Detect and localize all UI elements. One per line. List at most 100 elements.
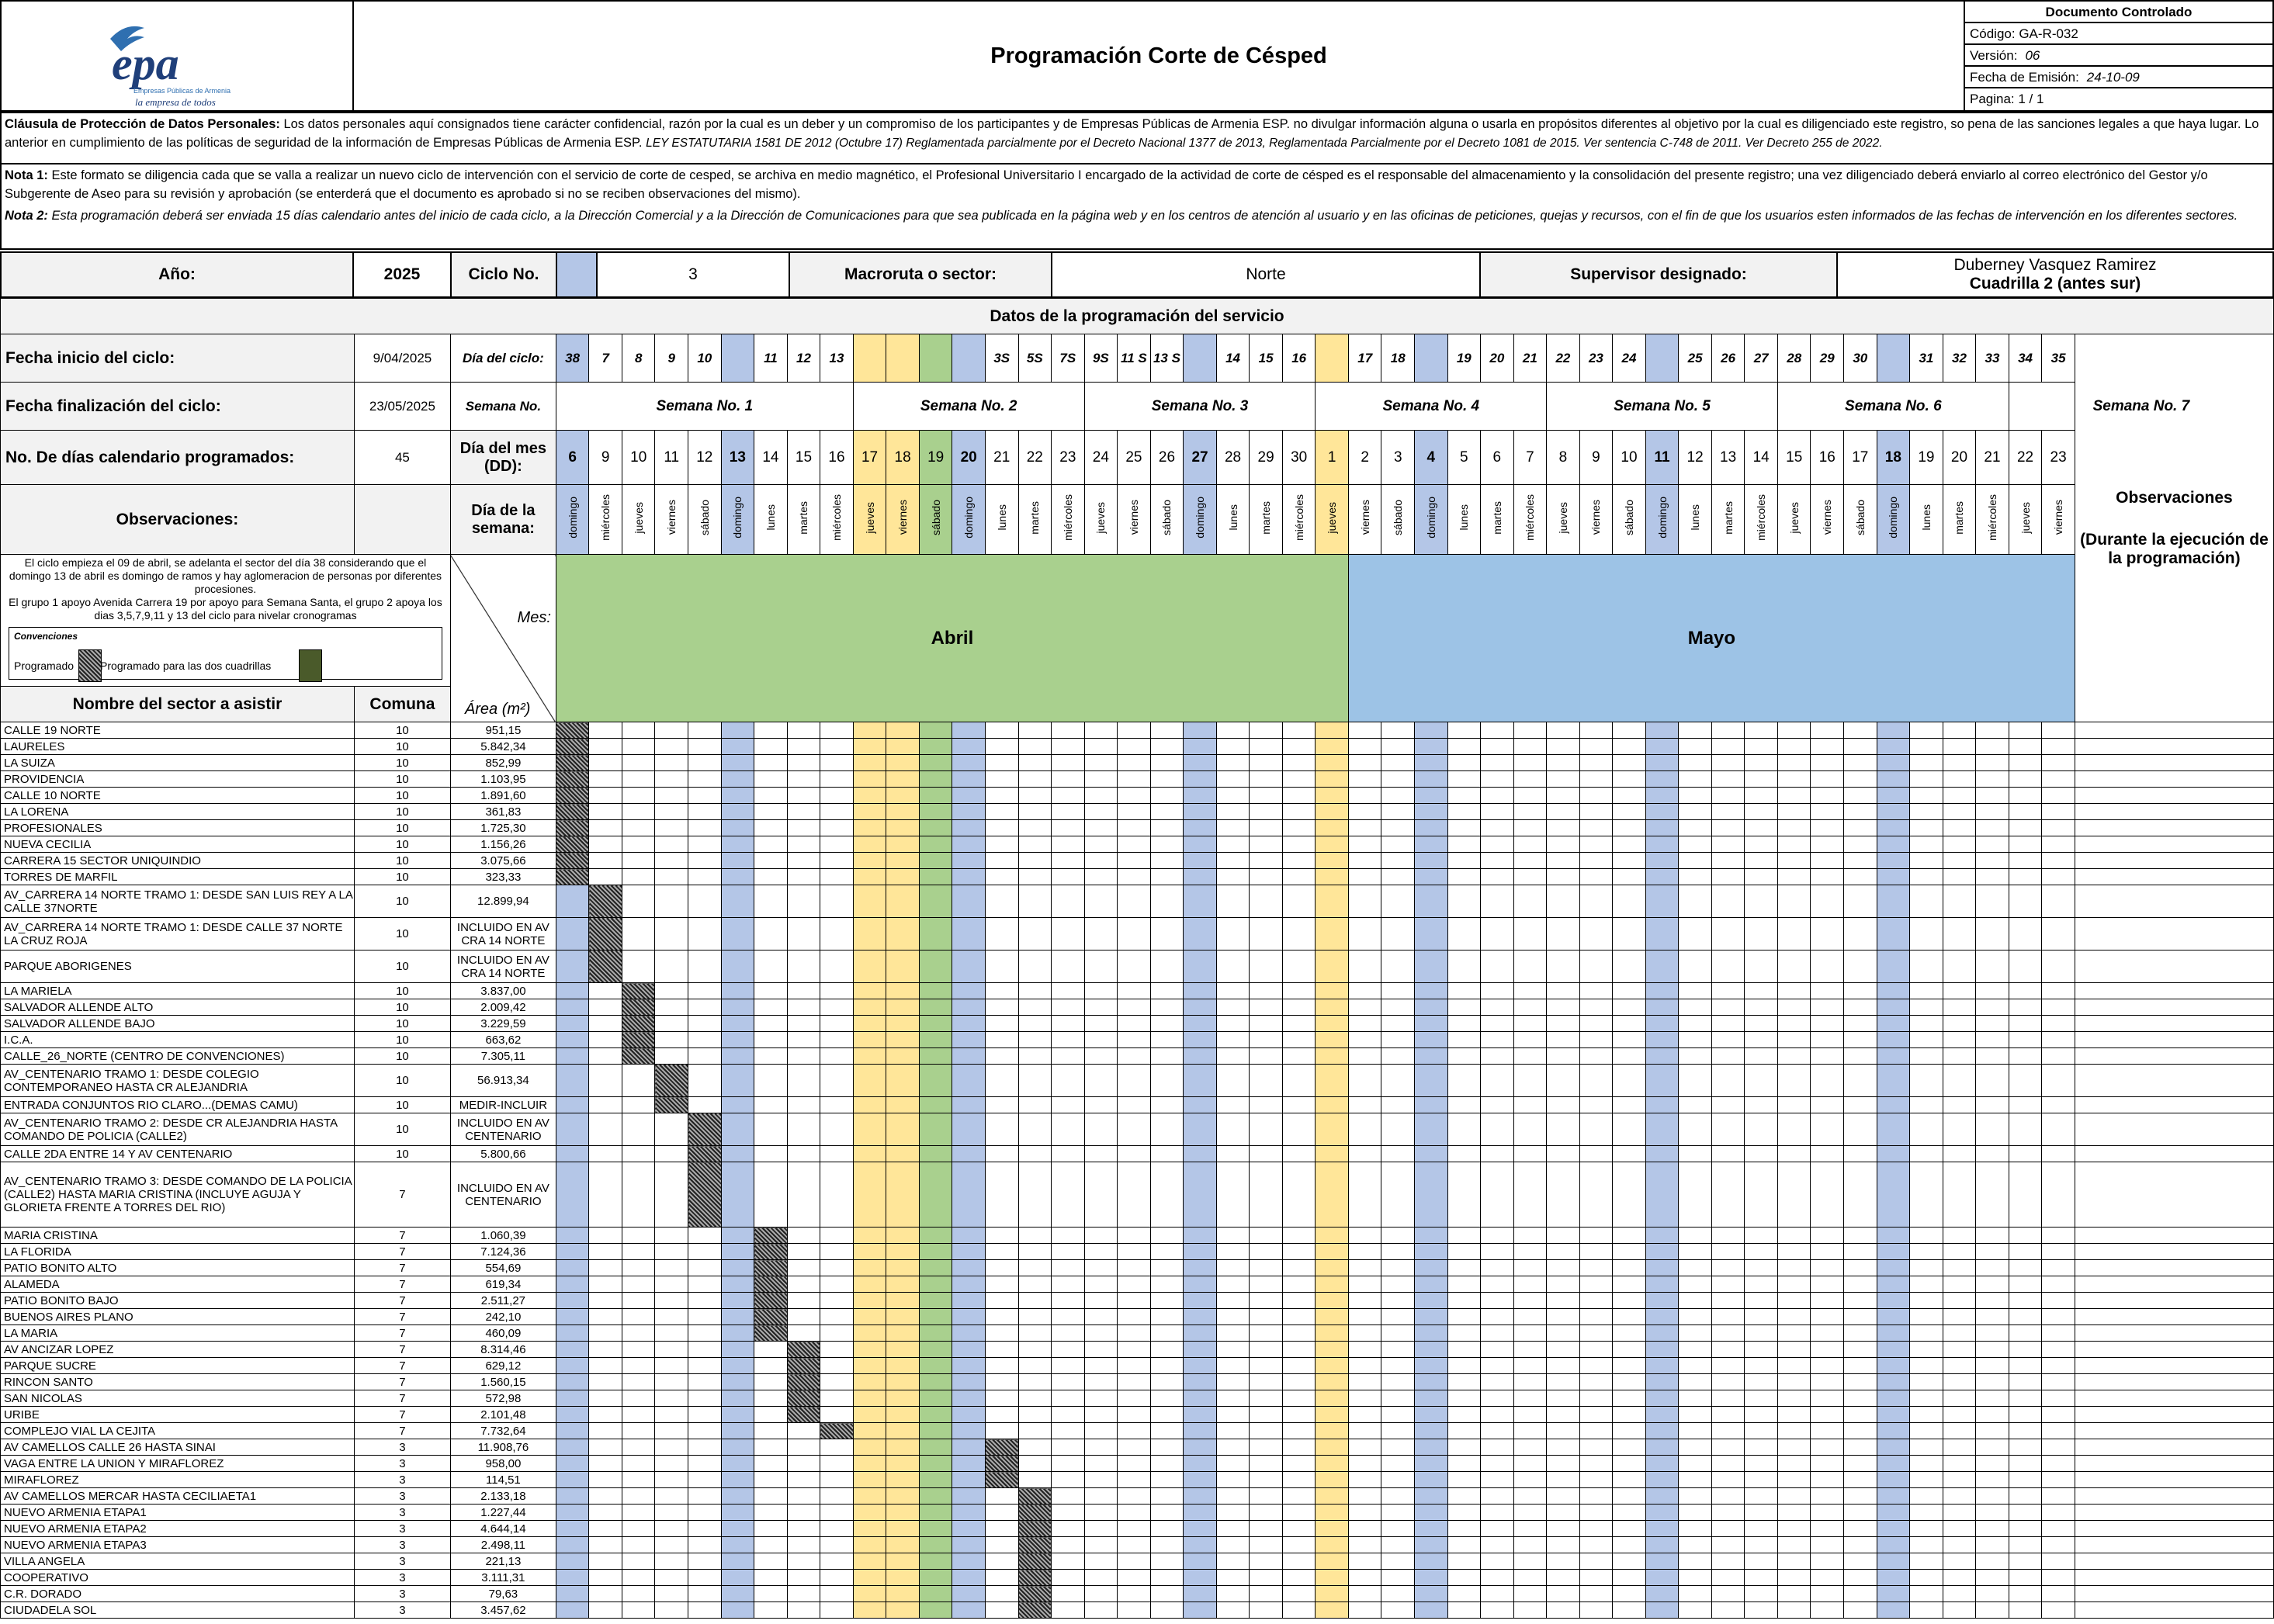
- schedule-cell: [820, 950, 854, 983]
- schedule-cell: [786, 770, 821, 788]
- schedule-cell: [1843, 1341, 1877, 1358]
- schedule-cell: [1381, 852, 1416, 869]
- schedule-cell: [621, 1064, 656, 1097]
- sector-row: AV_CENTENARIO TRAMO 3: DESDE COMANDO DE …: [0, 1162, 2274, 1228]
- schedule-cell: [1447, 1357, 1482, 1374]
- schedule-cell: [754, 1341, 788, 1358]
- schedule-cell: [1975, 1162, 2009, 1228]
- schedule-cell: [2008, 885, 2043, 918]
- schedule-cell: [1480, 1145, 1514, 1162]
- day-of-week-cell: sábado: [1381, 484, 1416, 555]
- schedule-cell: [852, 1553, 887, 1570]
- schedule-cell: [1612, 1487, 1646, 1505]
- sector-area: 2.498,11: [449, 1536, 556, 1553]
- schedule-cell: [1083, 1471, 1118, 1488]
- schedule-cell: [1546, 1324, 1580, 1342]
- schedule-cell: [852, 836, 887, 853]
- schedule-cell: [1281, 917, 1316, 951]
- cycle-day-cell: [952, 334, 986, 383]
- schedule-cell: [786, 738, 821, 755]
- schedule-cell: [984, 770, 1019, 788]
- schedule-cell: [2041, 852, 2075, 869]
- day-of-week-text: viernes: [896, 500, 910, 535]
- schedule-cell: [1678, 917, 1712, 951]
- schedule-cell: [1744, 1373, 1778, 1390]
- schedule-cell: [1149, 1162, 1184, 1228]
- schedule-cell: [720, 1390, 755, 1407]
- schedule-cell: [886, 1536, 920, 1553]
- schedule-cell: [2008, 1601, 2043, 1619]
- schedule-cell: [2041, 1031, 2075, 1048]
- schedule-cell: [1281, 1536, 1316, 1553]
- schedule-cell: [1480, 836, 1514, 853]
- schedule-cell: [918, 885, 953, 918]
- area-label: Área (m²): [464, 701, 531, 718]
- schedule-cell: [1546, 1243, 1580, 1260]
- schedule-cell: [1546, 1341, 1580, 1358]
- schedule-cell: [1347, 836, 1382, 853]
- schedule-cell: [1447, 1031, 1482, 1048]
- schedule-cell: [1711, 1553, 1745, 1570]
- schedule-cell: [754, 1015, 788, 1032]
- schedule-cell: [820, 1064, 854, 1097]
- schedule-cell: [1513, 1536, 1548, 1553]
- schedule-cell: [2041, 1439, 2075, 1456]
- schedule-cell: [1942, 1439, 1977, 1456]
- schedule-cell: [1612, 722, 1646, 739]
- schedule-cell: [754, 1162, 788, 1228]
- day-of-month-cell: 2: [1347, 430, 1382, 485]
- schedule-cell: [1942, 722, 1977, 739]
- schedule-cell: [952, 1162, 986, 1228]
- schedule-cell: [1083, 819, 1118, 836]
- cycle-day-cell: 15: [1249, 334, 1283, 383]
- schedule-cell: [1117, 1324, 1151, 1342]
- schedule-cell: [1942, 1471, 1977, 1488]
- schedule-cell: [1645, 738, 1680, 755]
- day-of-month-cell: 16: [1810, 430, 1845, 485]
- schedule-cell: [555, 982, 590, 999]
- schedule-cell: [1051, 1259, 1085, 1276]
- schedule-cell: [1612, 1113, 1646, 1146]
- day-of-month-cell: 19: [1909, 430, 1943, 485]
- schedule-cell: [1513, 1047, 1548, 1065]
- cycle-day-cell: 32: [1942, 334, 1977, 383]
- macro-label: Macroruta o sector:: [789, 251, 1052, 298]
- schedule-cell: [820, 1536, 854, 1553]
- schedule-cell: [588, 836, 622, 853]
- day-of-month-cell: 13: [720, 430, 755, 485]
- sector-name: PARQUE SUCRE: [0, 1357, 355, 1374]
- schedule-cell: [1347, 1276, 1382, 1293]
- schedule-cell: [1381, 1471, 1416, 1488]
- schedule-cell: [1579, 722, 1614, 739]
- schedule-cell: [1975, 1520, 2009, 1537]
- schedule-cell: [1183, 1373, 1217, 1390]
- schedule-cell: [1678, 1031, 1712, 1048]
- scheduled-cell: [555, 852, 590, 869]
- schedule-cell: [654, 1553, 689, 1570]
- schedule-cell: [984, 819, 1019, 836]
- schedule-cell: [1117, 1162, 1151, 1228]
- schedule-cell: [918, 1064, 953, 1097]
- schedule-cell: [754, 803, 788, 820]
- schedule-cell: [1480, 1227, 1514, 1244]
- sector-row: LA FLORIDA 7 7.124,36: [0, 1243, 2274, 1260]
- schedule-cell: [886, 1145, 920, 1162]
- schedule-cell: [1480, 1390, 1514, 1407]
- schedule-cell: [2008, 1390, 2043, 1407]
- schedule-cell: [754, 1439, 788, 1456]
- schedule-cell: [654, 1439, 689, 1456]
- schedule-cell: [1843, 1227, 1877, 1244]
- schedule-cell: [1513, 1406, 1548, 1423]
- schedule-cell: [1579, 1276, 1614, 1293]
- schedule-cell: [1480, 1373, 1514, 1390]
- sector-area: 221,13: [449, 1553, 556, 1570]
- schedule-cell: [688, 738, 722, 755]
- sector-area: 2.101,48: [449, 1406, 556, 1423]
- schedule-cell: [1480, 1471, 1514, 1488]
- schedule-cell: [852, 1292, 887, 1309]
- schedule-cell: [1281, 1064, 1316, 1097]
- schedule-cell: [1909, 1471, 1943, 1488]
- schedule-cell: [786, 1308, 821, 1325]
- schedule-cell: [1117, 1276, 1151, 1293]
- schedule-cell: [1513, 917, 1548, 951]
